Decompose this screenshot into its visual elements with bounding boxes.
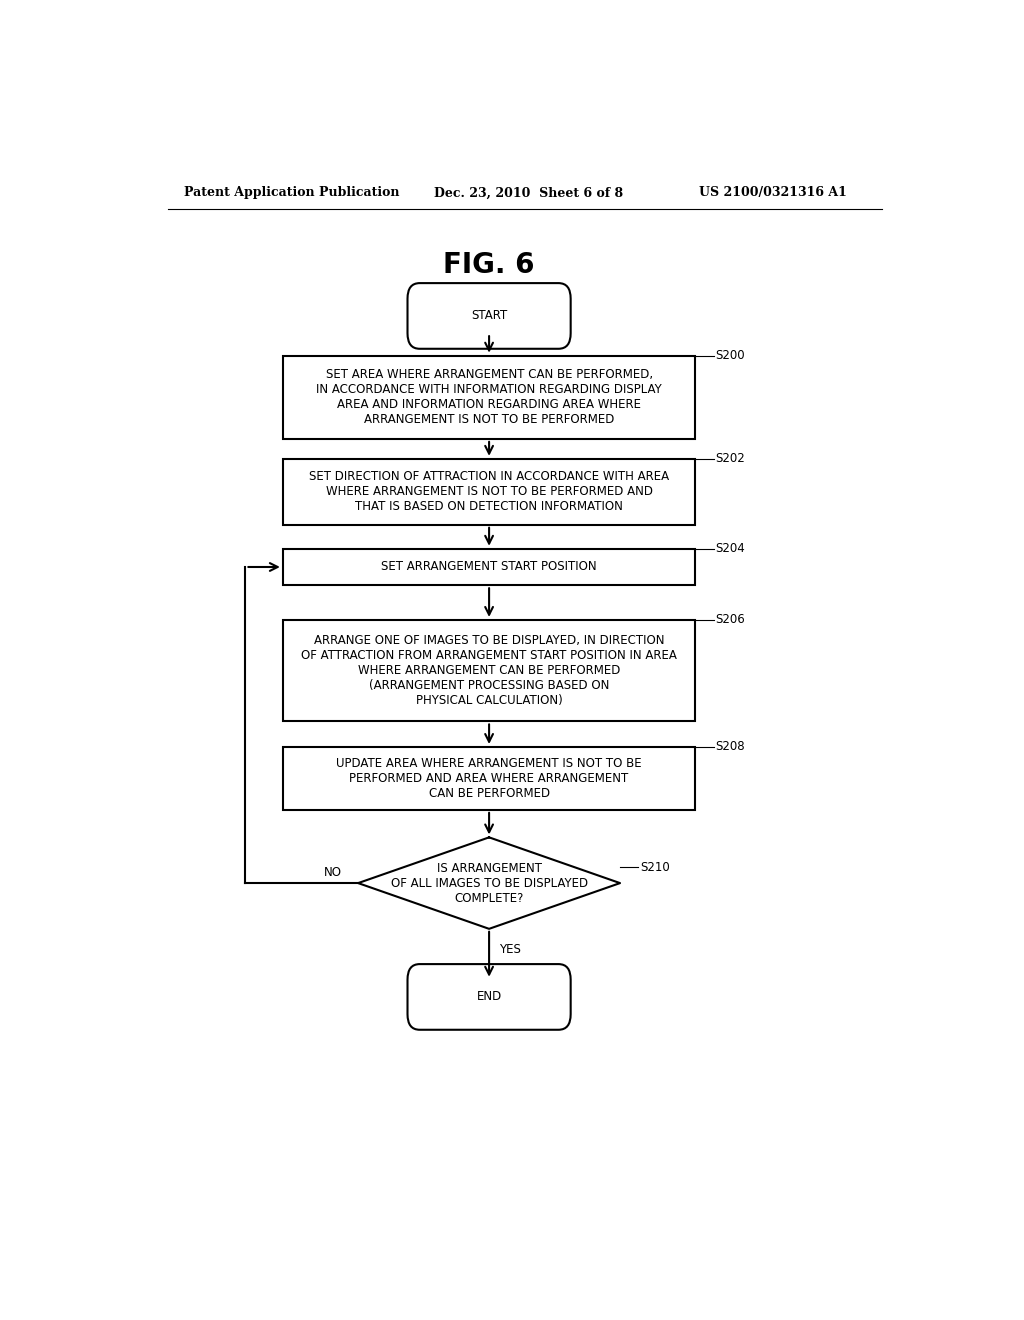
Text: START: START	[471, 309, 507, 322]
Text: END: END	[476, 990, 502, 1003]
Text: NO: NO	[325, 866, 342, 879]
Text: UPDATE AREA WHERE ARRANGEMENT IS NOT TO BE
PERFORMED AND AREA WHERE ARRANGEMENT
: UPDATE AREA WHERE ARRANGEMENT IS NOT TO …	[336, 756, 642, 800]
FancyBboxPatch shape	[408, 282, 570, 348]
Text: Dec. 23, 2010  Sheet 6 of 8: Dec. 23, 2010 Sheet 6 of 8	[433, 186, 623, 199]
Text: YES: YES	[499, 942, 520, 956]
Bar	[283, 620, 695, 722]
Bar	[283, 747, 695, 810]
Polygon shape	[358, 837, 620, 929]
Text: S210: S210	[640, 861, 670, 874]
Text: IS ARRANGEMENT
OF ALL IMAGES TO BE DISPLAYED
COMPLETE?: IS ARRANGEMENT OF ALL IMAGES TO BE DISPL…	[390, 862, 588, 904]
Text: ARRANGE ONE OF IMAGES TO BE DISPLAYED, IN DIRECTION
OF ATTRACTION FROM ARRANGEME: ARRANGE ONE OF IMAGES TO BE DISPLAYED, I…	[301, 634, 677, 708]
Text: S202: S202	[716, 453, 745, 465]
Text: Patent Application Publication: Patent Application Publication	[183, 186, 399, 199]
Bar	[283, 459, 695, 525]
Text: SET AREA WHERE ARRANGEMENT CAN BE PERFORMED,
IN ACCORDANCE WITH INFORMATION REGA: SET AREA WHERE ARRANGEMENT CAN BE PERFOR…	[316, 368, 662, 426]
Bar	[283, 355, 695, 440]
Text: S204: S204	[716, 543, 745, 556]
Bar	[283, 549, 695, 585]
FancyBboxPatch shape	[408, 964, 570, 1030]
Text: SET ARRANGEMENT START POSITION: SET ARRANGEMENT START POSITION	[381, 561, 597, 573]
Text: US 2100/0321316 A1: US 2100/0321316 A1	[699, 186, 847, 199]
Text: S200: S200	[716, 348, 744, 362]
Text: S208: S208	[716, 741, 744, 754]
Text: FIG. 6: FIG. 6	[443, 251, 535, 279]
Text: SET DIRECTION OF ATTRACTION IN ACCORDANCE WITH AREA
WHERE ARRANGEMENT IS NOT TO : SET DIRECTION OF ATTRACTION IN ACCORDANC…	[309, 470, 669, 513]
Text: S206: S206	[716, 614, 745, 627]
